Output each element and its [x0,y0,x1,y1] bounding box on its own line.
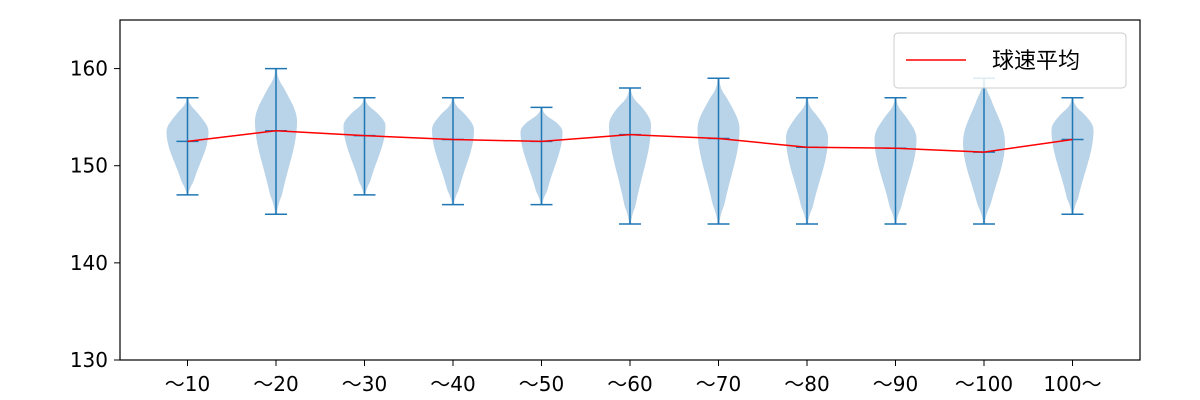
y-tick-label: 130 [70,348,108,372]
legend-label: 球速平均 [992,49,1080,74]
x-tick-label: ～100 [955,372,1013,396]
y-tick-label: 160 [70,57,108,81]
mean-line-layer [187,129,1073,153]
x-tick-label: ～20 [253,372,298,396]
x-tick-label: ～60 [607,372,652,396]
x-tick-label: ～70 [696,372,741,396]
whiskers-layer [176,67,1084,225]
x-tick-label: ～30 [342,372,387,396]
y-tick-label: 140 [70,251,108,275]
x-axis: ～10 ～20 ～30 ～40 ～50 ～60 ～70 ～80 ～90 ～100 100～ [165,360,1102,396]
legend-box [893,32,1127,89]
mean-series-line [187,129,1073,153]
x-tick-label: 100～ [1043,372,1101,396]
x-tick-label: ～90 [873,372,918,396]
x-tick-label: ～40 [430,372,475,396]
legend: 球速平均 [893,32,1127,89]
x-tick-label: ～80 [784,372,829,396]
x-tick-label: ～10 [165,372,210,396]
y-axis: 130 140 150 160 [70,57,120,372]
x-tick-label: ～50 [519,372,564,396]
y-tick-label: 150 [70,154,108,178]
